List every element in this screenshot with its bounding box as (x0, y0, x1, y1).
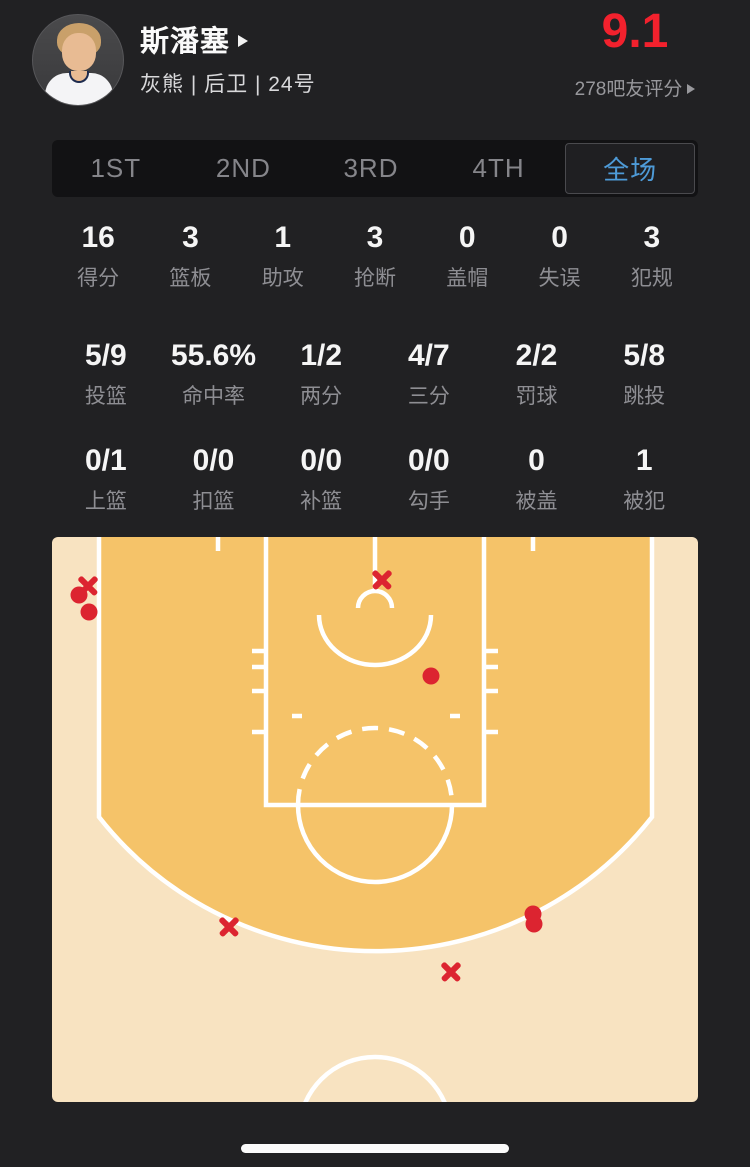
tab-2nd[interactable]: 2ND (215, 153, 271, 183)
stat-value: 0 (528, 444, 545, 477)
stat-label: 盖帽 (446, 267, 489, 290)
stat-value: 0 (551, 221, 568, 254)
shot-miss-marker (439, 960, 463, 984)
stat-row-1: 16 得分 3 篮板 1 助攻 3 抢断 0 盖帽 0 失误 3 犯规 (52, 220, 698, 292)
stat-row-2: 5/9 投篮 55.6% 命中率 1/2 两分 4/7 三分 2/2 罚球 5/8 跳投 (52, 338, 698, 410)
stat-value: 0/0 (407, 444, 450, 477)
stat-value: 5/8 (623, 339, 666, 372)
stat-value: 0/0 (192, 444, 235, 477)
stat-失误: 0 失误 (513, 220, 605, 292)
stat-命中率: 55.6% 命中率 (160, 338, 268, 410)
stat-label: 扣篮 (192, 490, 235, 513)
stat-得分: 16 得分 (52, 220, 144, 292)
stat-篮板: 3 篮板 (144, 220, 236, 292)
stat-罚球: 2/2 罚球 (483, 338, 591, 410)
stat-被盖: 0 被盖 (483, 443, 591, 515)
stat-value: 0/0 (300, 444, 343, 477)
stat-label: 失误 (538, 267, 581, 290)
player-name-row[interactable]: 斯潘塞 (140, 18, 249, 60)
stat-label: 被盖 (515, 490, 558, 513)
stat-助攻: 1 助攻 (237, 220, 329, 292)
stat-value: 16 (81, 221, 115, 254)
stat-value: 3 (182, 221, 199, 254)
stat-label: 跳投 (623, 385, 666, 408)
stat-label: 被犯 (623, 490, 666, 513)
stat-label: 两分 (300, 385, 343, 408)
stat-value: 2/2 (515, 339, 558, 372)
stat-value: 0 (458, 221, 476, 254)
stat-上篮: 0/1 上篮 (52, 443, 160, 515)
shot-make-marker (70, 586, 88, 604)
shot-make-marker (422, 667, 440, 685)
player-avatar[interactable] (32, 14, 124, 106)
shot-make-marker (80, 603, 98, 621)
stat-label: 抢断 (353, 267, 396, 290)
stat-value: 1 (635, 444, 653, 477)
stats-grid: 16 得分 3 篮板 1 助攻 3 抢断 0 盖帽 0 失误 3 犯规 5/9 投篮 55.6% 命中率 1/2 两分… (52, 0, 698, 520)
home-indicator[interactable] (241, 1144, 509, 1153)
stat-盖帽: 0 盖帽 (421, 220, 513, 292)
player-name: 斯潘塞 (140, 26, 231, 58)
stat-被犯: 1 被犯 (590, 443, 698, 515)
stat-label: 补篮 (300, 490, 343, 513)
stat-三分: 4/7 三分 (375, 338, 483, 410)
stat-label: 投篮 (84, 385, 127, 408)
stat-value: 3 (643, 221, 661, 254)
stat-value: 5/9 (84, 339, 127, 372)
stat-label: 篮板 (169, 267, 212, 290)
avatar-collar (69, 71, 89, 83)
expand-arrow-icon (238, 34, 249, 47)
stat-扣篮: 0/0 扣篮 (160, 443, 268, 515)
shot-miss-marker (370, 568, 394, 592)
stat-label: 犯规 (630, 267, 673, 290)
tab-4th[interactable]: 4TH (472, 153, 525, 183)
stat-犯规: 3 犯规 (606, 220, 698, 292)
avatar-face (62, 33, 96, 71)
stat-label: 上篮 (84, 490, 127, 513)
rating-block[interactable]: 9.1 278吧友评分 (535, 6, 735, 101)
stat-抢断: 3 抢断 (329, 220, 421, 292)
shot-miss-marker (217, 915, 241, 939)
stat-value: 3 (366, 221, 384, 254)
shot-make-marker (525, 915, 543, 933)
shot-chart-court (52, 537, 698, 1102)
stat-两分: 1/2 两分 (267, 338, 375, 410)
stat-row-3: 0/1 上篮 0/0 扣篮 0/0 补篮 0/0 勾手 0 被盖 1 被犯 (52, 443, 698, 515)
stat-value: 1 (274, 221, 292, 254)
stat-补篮: 0/0 补篮 (267, 443, 375, 515)
stat-label: 勾手 (407, 490, 450, 513)
rating-count-label: 278吧友评分 (574, 79, 683, 100)
stat-投篮: 5/9 投篮 (52, 338, 160, 410)
stat-label: 得分 (77, 267, 120, 290)
rating-score: 9.1 (601, 5, 669, 58)
stat-value: 4/7 (407, 339, 450, 372)
player-team-position: 灰熊 | 后卫 | 24号 (140, 73, 316, 96)
stat-label: 助攻 (261, 267, 304, 290)
tab-full[interactable]: 全场 (565, 143, 695, 194)
tab-1st[interactable]: 1ST (90, 153, 142, 183)
stat-value: 1/2 (300, 339, 343, 372)
shot-markers (52, 537, 698, 1102)
stat-勾手: 0/0 勾手 (375, 443, 483, 515)
stat-跳投: 5/8 跳投 (590, 338, 698, 410)
tab-3rd[interactable]: 3RD (343, 153, 399, 183)
stat-label: 三分 (407, 385, 450, 408)
stat-value: 55.6% (170, 339, 257, 372)
quarter-tabs: 1ST 2ND 3RD 4TH 全场 (52, 140, 698, 197)
stat-label: 罚球 (515, 385, 558, 408)
stat-value: 0/1 (84, 444, 127, 477)
stat-label: 命中率 (182, 385, 245, 408)
arrow-right-icon (687, 83, 696, 94)
court-diagram (96, 537, 655, 1102)
